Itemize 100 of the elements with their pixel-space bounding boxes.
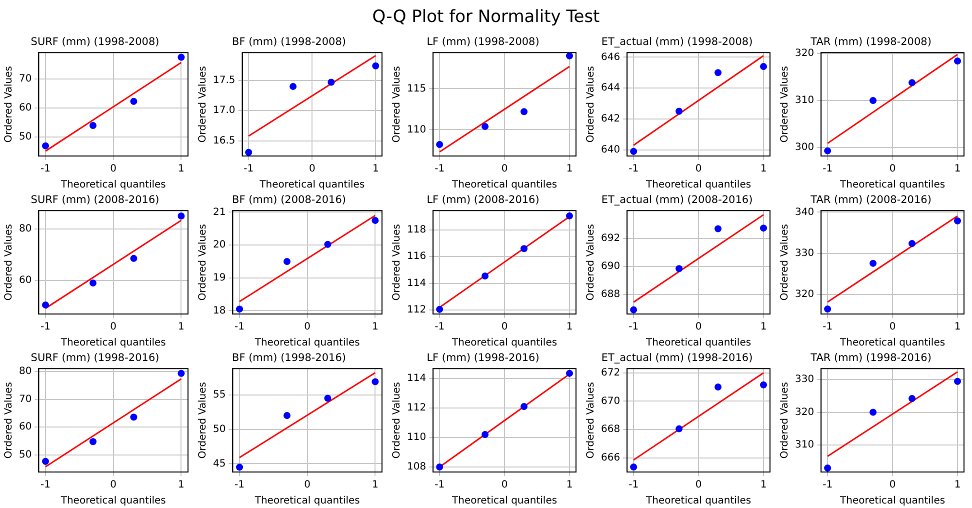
y-axis-title: Ordered Values (198, 224, 209, 301)
y-tick-label: 640 (600, 144, 620, 156)
y-tick-label: 118 (406, 224, 426, 236)
chart-title: SURF (mm) (1998-2008) (30, 36, 160, 48)
y-tick-label: 17.0 (213, 105, 236, 116)
y-tick-label: 646 (600, 52, 620, 63)
point (130, 98, 138, 105)
y-axis-title: Ordered Values (586, 224, 597, 301)
y-tick-label: 50 (18, 132, 32, 143)
y-tick-label: 114 (406, 278, 426, 289)
x-axis-title: Theoretical quantiles (60, 496, 166, 507)
point (954, 217, 962, 224)
chart-title: TAR (mm) (1998-2016) (810, 352, 932, 364)
x-axis-title: Theoretical quantiles (645, 496, 752, 507)
x-tick-label: 1 (372, 480, 378, 491)
x-tick-label: 0 (695, 164, 702, 175)
point (760, 224, 768, 232)
x-tick-label: 1 (954, 164, 961, 175)
y-axis-title: Ordered Values (392, 382, 403, 459)
point (42, 301, 50, 308)
x-tick-label: -1 (244, 164, 254, 175)
x-tick-label: 0 (304, 480, 311, 491)
point (676, 265, 683, 272)
x-tick-label: -1 (234, 480, 244, 491)
point (436, 463, 444, 470)
y-tick-label: 670 (600, 396, 620, 407)
x-axis-title: Theoretical quantiles (645, 180, 752, 191)
y-tick-label: 672 (600, 367, 620, 378)
y-axis-title: Ordered Values (392, 224, 403, 301)
x-tick-label: 0 (308, 164, 316, 175)
y-tick-label: 80 (18, 224, 32, 235)
y-tick-label: 320 (794, 406, 814, 418)
x-tick-label: -1 (434, 164, 445, 175)
y-axis-title: Ordered Values (4, 66, 15, 143)
x-tick-label: 1 (760, 164, 767, 175)
point (520, 403, 528, 410)
chart-title: TAR (mm) (1998-2008) (810, 36, 932, 48)
x-axis-title: Theoretical quantiles (60, 338, 166, 349)
y-tick-label: 666 (600, 452, 620, 464)
point (630, 148, 638, 155)
point (566, 212, 574, 220)
y-tick-label: 116 (406, 251, 426, 262)
point (436, 141, 444, 148)
chart-title: ET_actual (mm) (1998-2008) (601, 36, 753, 48)
point (714, 384, 722, 391)
point (908, 394, 916, 402)
y-tick-label: 110 (406, 432, 426, 444)
y-tick-label: 55 (212, 389, 226, 400)
x-tick-label: 0 (501, 480, 508, 491)
x-tick-label: -1 (628, 164, 639, 175)
y-tick-label: 45 (212, 458, 226, 470)
point (954, 58, 962, 65)
y-tick-label: 108 (406, 462, 426, 473)
point (824, 306, 832, 313)
point (372, 62, 380, 70)
point (236, 464, 244, 471)
point (90, 279, 97, 286)
chart-title: BF (mm) (1998-2016) (232, 352, 346, 364)
x-tick-label: -1 (40, 164, 50, 175)
x-axis-title: Theoretical quantiles (451, 338, 558, 349)
x-tick-label: -1 (822, 164, 833, 175)
y-tick-label: 310 (794, 95, 814, 106)
point (482, 122, 489, 130)
point (520, 245, 528, 252)
x-tick-label: 0 (501, 322, 508, 333)
point (520, 108, 528, 116)
point (908, 240, 916, 248)
x-tick-label: 1 (372, 164, 379, 175)
point (482, 272, 489, 280)
chart-title: BF (mm) (1998-2008) (232, 36, 346, 48)
x-axis-title: Theoretical quantiles (839, 180, 946, 191)
x-axis-title: Theoretical quantiles (451, 180, 558, 191)
y-tick-label: 330 (794, 248, 814, 260)
chart-title: ET_actual (mm) (1998-2016) (601, 352, 753, 364)
y-tick-label: 644 (600, 82, 620, 94)
point (372, 216, 379, 224)
x-tick-label: -1 (434, 322, 445, 333)
x-tick-label: 0 (889, 164, 896, 175)
x-tick-label: -1 (40, 322, 50, 333)
y-tick-label: 16.5 (213, 135, 236, 146)
point (714, 69, 722, 76)
x-axis-title: Theoretical quantiles (451, 496, 558, 507)
y-tick-label: 310 (794, 440, 814, 451)
point (290, 82, 297, 90)
point (630, 306, 638, 314)
y-tick-label: 300 (794, 142, 814, 154)
y-tick-label: 320 (794, 289, 814, 300)
point (324, 240, 332, 248)
y-axis-title: Ordered Values (780, 382, 791, 459)
point (324, 394, 332, 402)
x-tick-label: 1 (760, 322, 767, 333)
y-axis-title: Ordered Values (198, 382, 209, 459)
y-tick-label: 50 (18, 450, 32, 461)
y-axis-title: Ordered Values (780, 66, 791, 143)
x-tick-label: 0 (304, 322, 311, 333)
y-tick-label: 80 (18, 366, 32, 377)
point (870, 97, 877, 104)
x-tick-label: 1 (954, 480, 961, 491)
point (236, 306, 244, 313)
x-axis-title: Theoretical quantiles (258, 180, 365, 191)
